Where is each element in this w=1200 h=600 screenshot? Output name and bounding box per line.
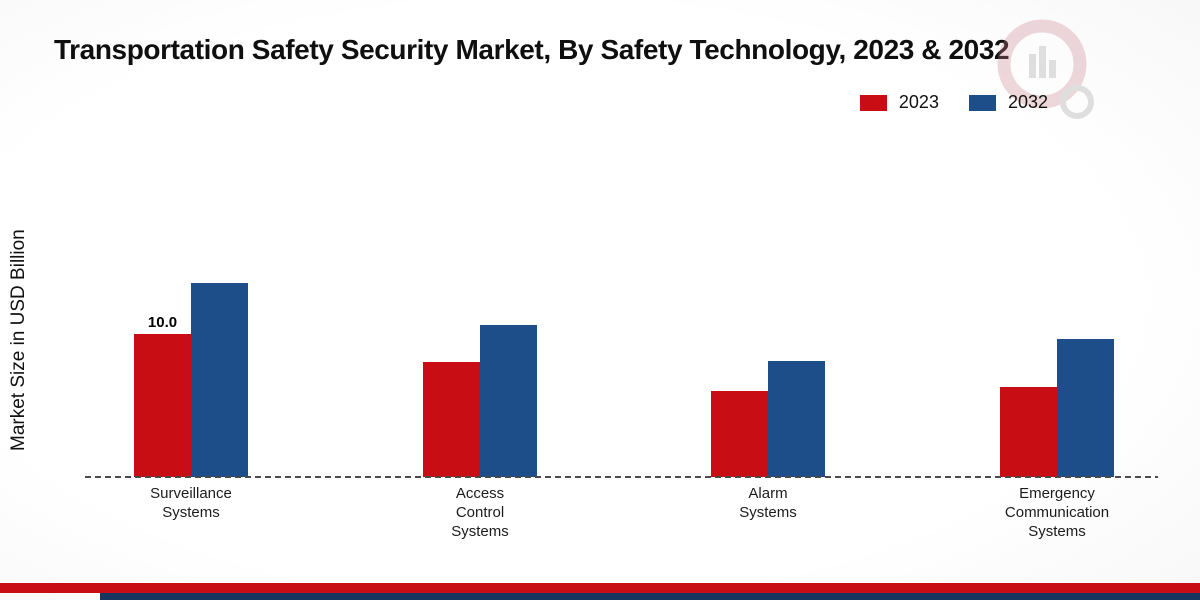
bar-2023-surveillance-systems [134, 334, 191, 477]
bar-2023-access-control-systems [423, 362, 480, 477]
watermark-logo-icon [985, 10, 1100, 125]
category-label-access-control-systems: Access Control Systems [451, 485, 509, 540]
bar-2023-emergency-communication-systems [1000, 387, 1057, 477]
legend-label-2032: 2032 [1007, 92, 1048, 112]
y-axis-label: Market Size in USD Billion [8, 229, 29, 451]
bar-2032-surveillance-systems [191, 283, 248, 477]
bar-2032-access-control-systems [480, 325, 537, 477]
legend: 2023 2032 [859, 92, 1048, 113]
bar-2032-emergency-communication-systems [1057, 339, 1114, 477]
bar-value-label-2023: 10.0 [147, 313, 178, 331]
page-title: Transportation Safety Security Market, B… [54, 34, 1010, 65]
footer-navy-strip [100, 593, 1200, 600]
category-label-emergency-communication-systems: Emergency Communication Systems [1004, 485, 1110, 540]
legend-swatch-2032 [968, 94, 996, 111]
category-label-surveillance-systems: Surveillance Systems [150, 485, 232, 521]
legend-swatch-2023 [859, 94, 887, 111]
legend-item-2023: 2023 [859, 92, 939, 113]
bar-2023-alarm-systems [711, 391, 768, 477]
category-label-alarm-systems: Alarm Systems [739, 485, 797, 521]
footer-red-strip [0, 583, 1200, 593]
legend-label-2023: 2023 [898, 92, 939, 112]
legend-item-2032: 2032 [968, 92, 1048, 113]
x-axis-baseline [85, 476, 1158, 478]
bar-2032-alarm-systems [768, 361, 825, 477]
